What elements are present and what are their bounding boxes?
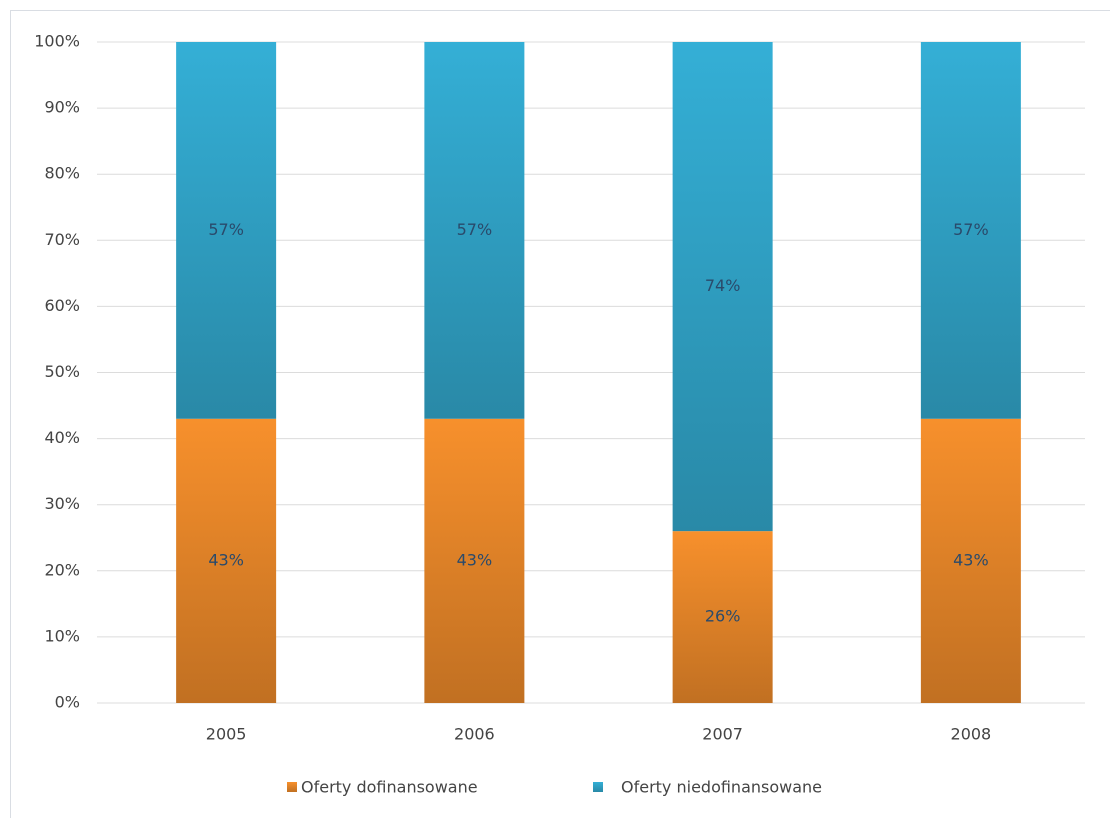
data-label: 74% [705, 276, 741, 295]
y-tick-label: 40% [44, 428, 80, 447]
y-tick-label: 80% [44, 164, 80, 183]
y-tick-label: 10% [44, 626, 80, 645]
y-tick-label: 20% [44, 560, 80, 579]
x-tick-label: 2005 [206, 725, 247, 744]
legend-label: Oferty dofinansowane [301, 778, 478, 797]
data-label: 57% [208, 220, 244, 239]
x-tick-label: 2008 [951, 725, 992, 744]
y-tick-label: 70% [44, 230, 80, 249]
data-label: 43% [953, 550, 989, 569]
data-label: 26% [705, 607, 741, 626]
data-label: 57% [457, 220, 493, 239]
y-tick-label: 30% [44, 494, 80, 513]
x-tick-label: 2006 [454, 725, 495, 744]
y-tick-label: 100% [34, 32, 80, 51]
y-tick-label: 50% [44, 362, 80, 381]
data-label: 43% [208, 550, 244, 569]
x-tick-label: 2007 [702, 725, 743, 744]
y-tick-label: 60% [44, 296, 80, 315]
legend-swatch [593, 782, 603, 792]
legend-swatch [287, 782, 297, 792]
y-tick-label: 0% [55, 693, 80, 712]
legend-label: Oferty niedofinansowane [621, 778, 822, 797]
data-label: 43% [457, 550, 493, 569]
y-tick-label: 90% [44, 98, 80, 117]
data-label: 57% [953, 220, 989, 239]
